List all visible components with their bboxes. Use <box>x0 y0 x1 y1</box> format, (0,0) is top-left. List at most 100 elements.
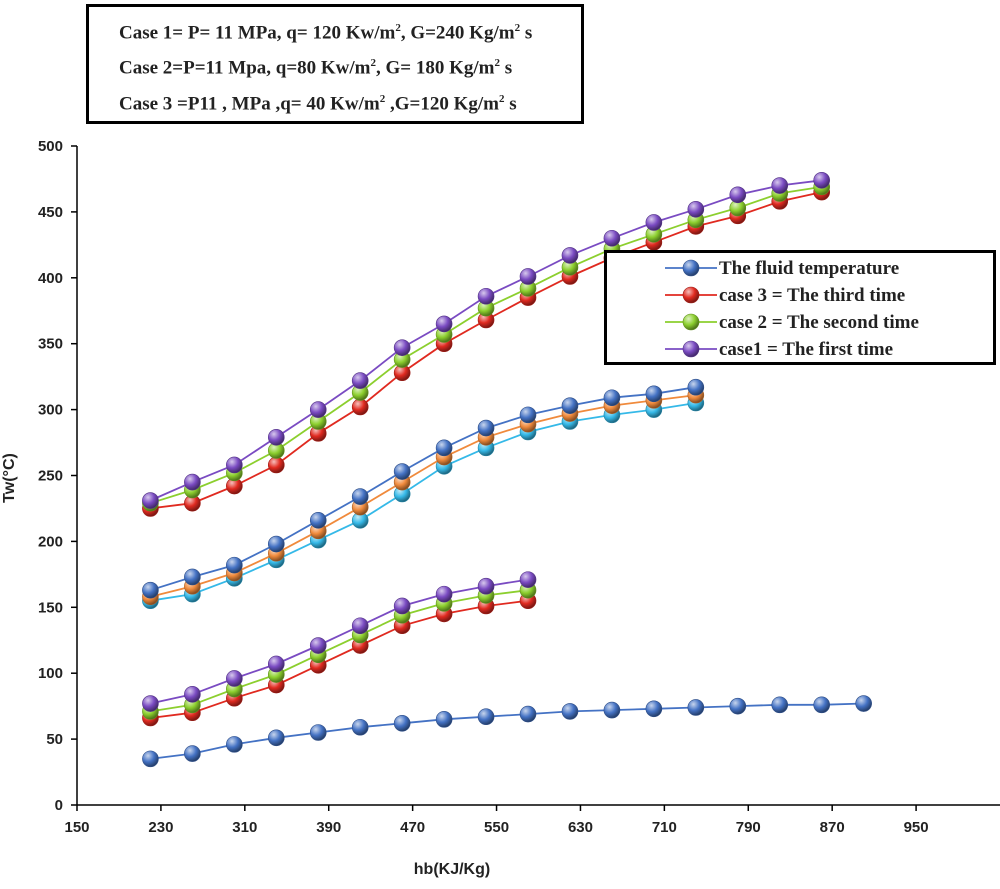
data-point <box>687 378 705 396</box>
data-point <box>561 247 579 264</box>
series-line <box>150 702 864 760</box>
data-point <box>435 315 453 333</box>
data-point <box>771 696 789 714</box>
x-tick-label: 390 <box>316 819 341 836</box>
data-point <box>267 729 285 747</box>
series-mid-mid <box>142 386 705 606</box>
series-low-case3 <box>142 592 537 727</box>
y-tick-label: 250 <box>38 468 63 485</box>
data-point <box>393 714 411 732</box>
data-point <box>855 695 872 712</box>
data-point <box>477 708 495 725</box>
chart-legend: The fluid temperature case 3 = The third… <box>604 250 996 365</box>
legend-item-case1: case1 = The first time <box>607 336 993 363</box>
data-point <box>309 637 327 654</box>
legend-swatch-case3 <box>665 286 717 304</box>
data-point <box>603 701 621 719</box>
data-point <box>309 512 327 529</box>
y-tick-label: 400 <box>38 270 63 287</box>
data-point <box>226 456 243 474</box>
data-point <box>351 617 369 635</box>
case-1-line: Case 1= P= 11 MPa, q= 120 Kw/m2, G=240 K… <box>119 22 533 44</box>
y-tick-label: 350 <box>38 336 63 353</box>
y-tick-label: 100 <box>38 665 63 682</box>
data-point <box>519 705 537 723</box>
data-point <box>351 488 369 505</box>
data-point <box>267 456 285 474</box>
legend-label: The fluid temperature <box>719 258 900 279</box>
data-point <box>184 473 201 491</box>
case-conditions-box: Case 1= P= 11 MPa, q= 120 Kw/m2, G=240 K… <box>86 4 584 124</box>
series-line <box>150 589 529 713</box>
data-point <box>393 339 411 356</box>
y-tick-label: 0 <box>55 797 63 814</box>
series-high-case1 <box>142 171 830 509</box>
case-2-line: Case 2=P=11 Mpa, q=80 Kw/m2, G= 180 Kg/m… <box>119 57 513 79</box>
data-point <box>142 750 159 768</box>
legend-item-case2: case 2 = The second time <box>607 309 993 336</box>
data-point <box>184 568 201 586</box>
data-point <box>351 372 369 389</box>
legend-label: case 3 = The third time <box>719 285 906 306</box>
x-tick-label: 230 <box>148 819 173 836</box>
data-point <box>267 655 285 673</box>
data-point <box>435 585 453 603</box>
legend-marker <box>682 259 700 277</box>
x-tick-label: 870 <box>820 819 845 836</box>
data-point <box>729 697 747 715</box>
series-low-case1 <box>142 571 537 712</box>
x-tick-label: 310 <box>232 819 257 836</box>
data-point <box>435 439 453 457</box>
data-point <box>645 700 663 718</box>
x-tick-label: 470 <box>400 819 425 836</box>
x-tick-label: 150 <box>64 819 89 836</box>
data-point <box>142 492 159 509</box>
legend-marker <box>682 313 700 331</box>
data-point <box>645 385 663 403</box>
data-point <box>813 696 830 714</box>
data-point <box>561 397 579 414</box>
data-point <box>435 711 453 728</box>
data-point <box>813 171 830 189</box>
data-point <box>309 724 327 741</box>
data-point <box>226 670 243 687</box>
y-tick-label: 150 <box>38 599 63 616</box>
legend-marker <box>682 340 700 358</box>
data-point <box>267 428 285 446</box>
data-point <box>393 463 411 480</box>
legend-label: case1 = The first time <box>719 339 894 360</box>
data-point <box>142 581 159 599</box>
y-tick-label: 500 <box>38 138 63 155</box>
data-point <box>226 736 243 753</box>
data-point <box>477 577 495 595</box>
chart-ticks: 0 50 100 150 200 250 300 350 400 450 500 150 230 310 3… <box>38 138 929 836</box>
data-point <box>477 287 495 305</box>
data-point <box>645 214 663 231</box>
series-line <box>150 578 529 705</box>
series-line <box>150 599 529 719</box>
case-3-line: Case 3 =P11 , MPa ,q= 40 Kw/m2 ,G=120 Kg… <box>119 92 517 114</box>
data-point <box>351 718 369 736</box>
y-tick-label: 200 <box>38 533 63 550</box>
data-point <box>687 200 705 218</box>
data-point <box>309 401 327 418</box>
legend-swatch-fluid <box>665 259 717 277</box>
y-tick-label: 450 <box>38 204 63 221</box>
legend-item-case3: case 3 = The third time <box>607 282 993 309</box>
x-tick-label: 790 <box>736 819 761 836</box>
x-tick-label: 630 <box>568 819 593 836</box>
legend-swatch-case2 <box>665 313 717 331</box>
x-tick-label: 950 <box>904 819 929 836</box>
series-mid-low <box>142 394 705 610</box>
x-tick-label: 550 <box>484 819 509 836</box>
data-point <box>267 535 285 553</box>
series-mid-high <box>142 378 705 599</box>
x-tick-label: 710 <box>652 819 677 836</box>
legend-item-fluid: The fluid temperature <box>607 255 993 282</box>
legend-marker <box>682 286 700 304</box>
data-point <box>519 406 537 424</box>
x-axis-title: hb(KJ/Kg) <box>414 861 490 878</box>
data-point <box>561 703 579 720</box>
y-axis-title: Tw(°C) <box>1 453 18 503</box>
